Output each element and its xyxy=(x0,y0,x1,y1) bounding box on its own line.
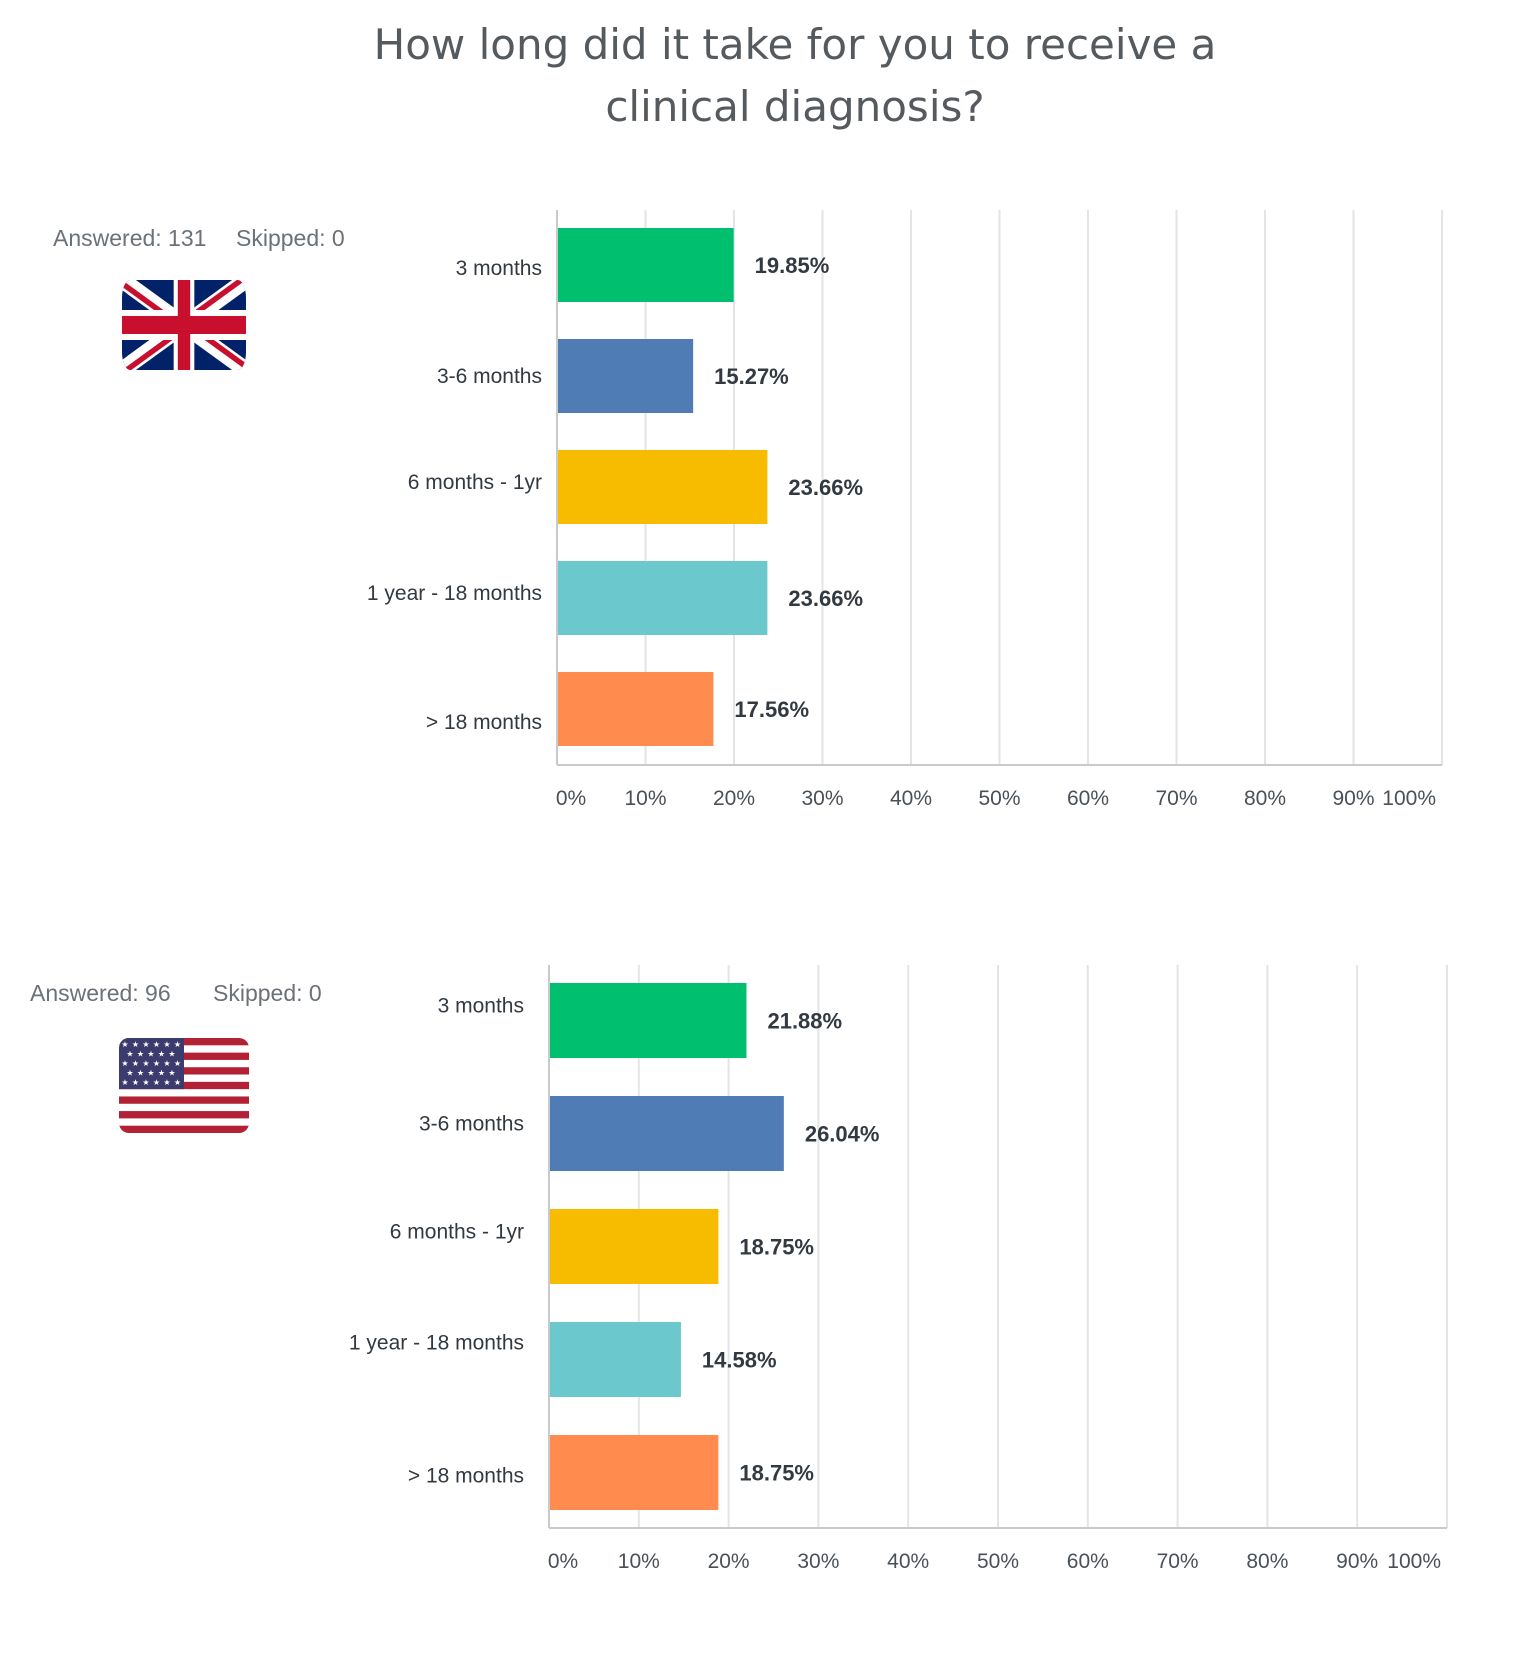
x-tick-label: 40% xyxy=(887,1550,929,1573)
value-label: 23.66% xyxy=(788,475,863,500)
bar[interactable] xyxy=(550,1322,681,1397)
svg-text:★: ★ xyxy=(158,1050,165,1059)
svg-text:★: ★ xyxy=(174,1059,181,1068)
bar[interactable] xyxy=(550,1096,784,1171)
svg-text:★: ★ xyxy=(121,1059,128,1068)
x-tick-label: 40% xyxy=(890,787,932,810)
answered-count: Answered: 96 xyxy=(30,980,171,1006)
x-tick-label: 30% xyxy=(801,787,843,810)
svg-text:★: ★ xyxy=(137,1069,144,1078)
chart-title: How long did it take for you to receive … xyxy=(0,14,1530,138)
value-label: 19.85% xyxy=(755,253,830,278)
bar[interactable] xyxy=(550,983,747,1058)
category-label: 6 months - 1yr xyxy=(390,1221,524,1244)
bar[interactable] xyxy=(558,561,768,635)
category-label: > 18 months xyxy=(408,1465,524,1488)
chart-title-line-2: clinical diagnosis? xyxy=(605,82,985,131)
value-label: 14.58% xyxy=(702,1348,777,1373)
svg-text:★: ★ xyxy=(163,1040,170,1049)
x-tick-label: 80% xyxy=(1244,787,1286,810)
svg-text:★: ★ xyxy=(121,1040,128,1049)
svg-text:★: ★ xyxy=(174,1078,181,1087)
svg-text:★: ★ xyxy=(168,1069,175,1078)
svg-text:★: ★ xyxy=(142,1078,149,1087)
category-label: 1 year - 18 months xyxy=(367,582,542,605)
svg-text:★: ★ xyxy=(174,1040,181,1049)
value-label: 21.88% xyxy=(767,1009,842,1034)
svg-text:★: ★ xyxy=(142,1040,149,1049)
svg-text:★: ★ xyxy=(126,1069,133,1078)
uk-flag-icon xyxy=(122,280,246,370)
x-tick-label: 80% xyxy=(1246,1550,1288,1573)
svg-text:★: ★ xyxy=(153,1059,160,1068)
bar[interactable] xyxy=(558,228,734,302)
x-tick-label: 20% xyxy=(713,787,755,810)
value-label: 15.27% xyxy=(714,364,789,389)
x-tick-label: 10% xyxy=(624,787,666,810)
svg-text:★: ★ xyxy=(142,1059,149,1068)
bar[interactable] xyxy=(558,339,694,413)
category-label: 3-6 months xyxy=(419,1113,524,1136)
x-tick-label: 70% xyxy=(1157,1550,1199,1573)
x-tick-label: 30% xyxy=(797,1550,839,1573)
value-label: 17.56% xyxy=(734,697,809,722)
bar[interactable] xyxy=(558,450,768,524)
x-tick-label: 0% xyxy=(556,787,586,810)
x-tick-label: 50% xyxy=(977,1550,1019,1573)
category-label: 1 year - 18 months xyxy=(349,1332,524,1355)
svg-text:★: ★ xyxy=(153,1040,160,1049)
x-tick-label: 60% xyxy=(1067,1550,1109,1573)
skipped-count: Skipped: 0 xyxy=(213,980,322,1006)
svg-text:★: ★ xyxy=(168,1050,175,1059)
uk-bar-chart: 0% 10% 20% 30% 40% 50% 60% 70% 80% 90% 100% 3 month… xyxy=(367,210,1443,810)
answered-count: Answered: 131 xyxy=(53,225,207,251)
svg-text:★: ★ xyxy=(132,1040,139,1049)
value-label: 18.75% xyxy=(739,1461,814,1486)
category-label: 3 months xyxy=(438,995,524,1018)
x-tick-label: 70% xyxy=(1155,787,1197,810)
x-tick-label: 90% xyxy=(1336,1550,1378,1573)
svg-text:★: ★ xyxy=(147,1069,154,1078)
x-tick-label: 90% xyxy=(1332,787,1374,810)
svg-text:★: ★ xyxy=(153,1078,160,1087)
category-label: 3-6 months xyxy=(437,365,542,388)
svg-text:★: ★ xyxy=(158,1069,165,1078)
bar[interactable] xyxy=(550,1209,719,1284)
category-label: 6 months - 1yr xyxy=(408,471,542,494)
chart-title-line-1: How long did it take for you to receive … xyxy=(373,20,1217,69)
skipped-count: Skipped: 0 xyxy=(236,225,345,251)
x-tick-label: 100% xyxy=(1382,787,1436,810)
x-tick-label: 50% xyxy=(978,787,1020,810)
value-label: 18.75% xyxy=(739,1235,814,1260)
x-tick-label: 0% xyxy=(548,1550,578,1573)
category-label: 3 months xyxy=(456,257,542,280)
svg-text:★: ★ xyxy=(137,1050,144,1059)
x-tick-label: 100% xyxy=(1387,1550,1441,1573)
x-tick-label: 20% xyxy=(708,1550,750,1573)
value-label: 23.66% xyxy=(788,586,863,611)
x-tick-label: 60% xyxy=(1067,787,1109,810)
value-label: 26.04% xyxy=(805,1122,880,1147)
bar[interactable] xyxy=(550,1435,719,1510)
svg-text:★: ★ xyxy=(147,1050,154,1059)
svg-text:★: ★ xyxy=(163,1078,170,1087)
x-tick-label: 10% xyxy=(618,1550,660,1573)
svg-text:★: ★ xyxy=(121,1078,128,1087)
svg-text:★: ★ xyxy=(126,1050,133,1059)
svg-text:★: ★ xyxy=(163,1059,170,1068)
bar[interactable] xyxy=(558,672,714,746)
uk-panel: Answered: 131 Skipped: 0 0% 10% 20% 30% 40% 5… xyxy=(53,210,1443,810)
category-label: > 18 months xyxy=(426,711,542,734)
svg-text:★: ★ xyxy=(132,1078,139,1087)
svg-text:★: ★ xyxy=(132,1059,139,1068)
us-flag-icon: ★ ★ ★ ★ ★ ★★ ★ ★ ★ ★★ ★ ★ ★ ★ ★★ ★ ★ ★ ★★ ★ ★ ★ ★ ★ xyxy=(119,1038,249,1133)
